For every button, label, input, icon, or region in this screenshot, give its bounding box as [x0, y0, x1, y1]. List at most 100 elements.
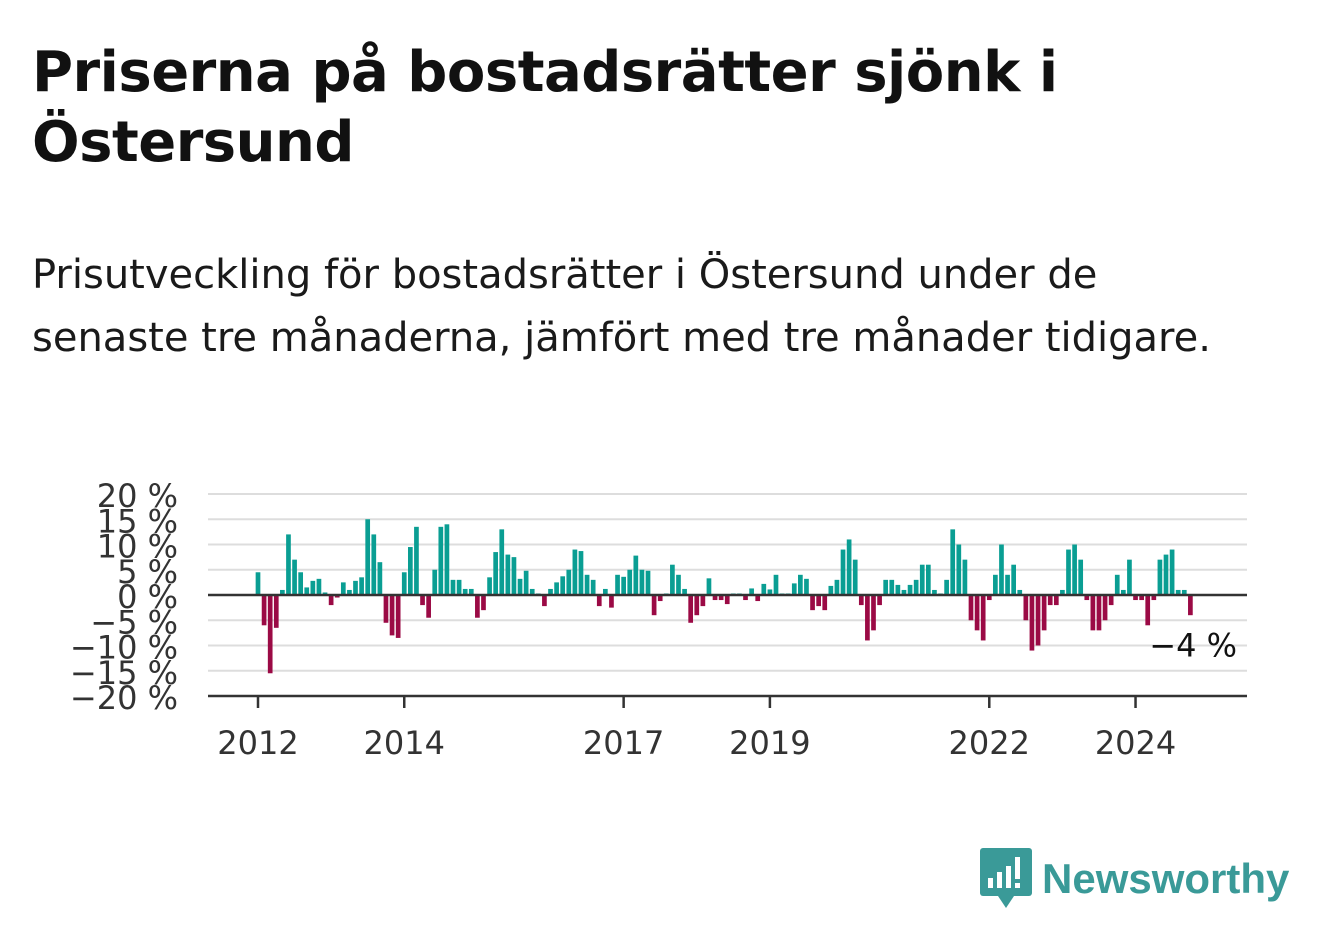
bar	[450, 579, 456, 595]
bar	[572, 549, 578, 595]
bar	[1120, 589, 1126, 595]
bar	[724, 595, 730, 605]
bar	[773, 574, 779, 595]
bar	[511, 557, 517, 595]
bar	[968, 595, 974, 621]
bar	[408, 547, 413, 595]
bar	[1066, 549, 1071, 595]
bar	[286, 534, 291, 595]
bar	[554, 582, 559, 595]
bar	[791, 583, 797, 595]
bar	[712, 595, 718, 601]
bar	[749, 588, 754, 595]
bar	[657, 595, 663, 602]
y-axis-labels: 20 %15 %10 %5 %0 %−5 %−10 %−15 %−20 %	[70, 477, 178, 717]
bar	[542, 595, 547, 607]
bar	[590, 579, 596, 595]
bar	[316, 578, 322, 595]
bar	[255, 572, 261, 595]
bar	[365, 519, 371, 595]
bar	[907, 584, 913, 595]
last-value-annotation: −4 %	[1149, 627, 1237, 665]
bar	[499, 529, 505, 595]
bar	[475, 595, 480, 618]
y-tick-label: 10 %	[97, 528, 178, 566]
bar	[1163, 554, 1169, 595]
bar	[359, 577, 364, 595]
bars	[255, 519, 1193, 674]
bar	[609, 595, 614, 608]
bar	[267, 595, 273, 674]
bar	[858, 595, 864, 606]
y-tick-label: −10 %	[70, 629, 178, 667]
bar	[798, 574, 803, 595]
bar	[755, 595, 761, 602]
bar	[877, 595, 882, 606]
bar	[956, 544, 962, 595]
bar-chart: 20 %15 %10 %5 %0 %−5 %−10 %−15 %−20 % 20…	[70, 477, 1247, 762]
bar	[852, 559, 858, 595]
bar	[670, 564, 675, 595]
bar	[828, 585, 834, 595]
bar	[718, 595, 724, 601]
bar	[944, 579, 949, 595]
bar	[377, 562, 383, 595]
bar	[523, 570, 529, 595]
bar	[871, 595, 876, 631]
bar	[1029, 595, 1035, 651]
bar	[633, 555, 639, 595]
bar	[1145, 595, 1151, 626]
bar	[816, 595, 821, 607]
bar	[883, 579, 889, 595]
bar	[334, 595, 340, 598]
bar	[1188, 595, 1193, 616]
bar	[1090, 595, 1096, 631]
bar	[261, 595, 267, 626]
bar	[834, 579, 840, 595]
bar	[1181, 589, 1187, 595]
bar	[822, 595, 828, 611]
bar	[974, 595, 980, 631]
bar	[999, 544, 1004, 595]
bar	[743, 595, 748, 601]
bar	[895, 584, 901, 595]
y-tick-label: 15 %	[97, 502, 178, 540]
bar	[426, 595, 431, 618]
bar	[560, 576, 566, 595]
bar	[481, 595, 486, 611]
bar	[694, 595, 700, 616]
bar	[578, 551, 584, 595]
bar	[615, 574, 620, 595]
bar	[1053, 595, 1059, 606]
bar	[487, 577, 492, 595]
bar	[676, 574, 681, 595]
bar	[304, 587, 310, 595]
bar	[1017, 589, 1023, 595]
bar	[462, 588, 468, 595]
bar	[438, 526, 444, 595]
y-tick-label: 0 %	[117, 578, 178, 616]
bar	[280, 589, 285, 595]
y-tick-label: 5 %	[117, 553, 178, 591]
bar	[347, 589, 352, 595]
bar	[950, 529, 956, 595]
newsworthy-logo-icon	[980, 848, 1032, 908]
bar	[840, 549, 846, 595]
bar	[1169, 549, 1175, 595]
y-tick-label: −5 %	[90, 603, 178, 641]
bar	[804, 578, 809, 595]
bar	[645, 570, 651, 595]
newsworthy-brand: Newsworthy	[980, 848, 1289, 910]
bar	[913, 579, 919, 595]
bar	[1114, 574, 1120, 595]
bar	[1023, 595, 1029, 621]
bar	[846, 539, 852, 595]
bar	[865, 595, 870, 641]
bar	[919, 564, 925, 595]
x-tick-label: 2014	[364, 724, 445, 762]
y-tick-label: −15 %	[70, 654, 178, 692]
bar	[1151, 595, 1157, 601]
bar	[273, 595, 279, 628]
bar	[420, 595, 425, 606]
bar	[986, 595, 992, 601]
